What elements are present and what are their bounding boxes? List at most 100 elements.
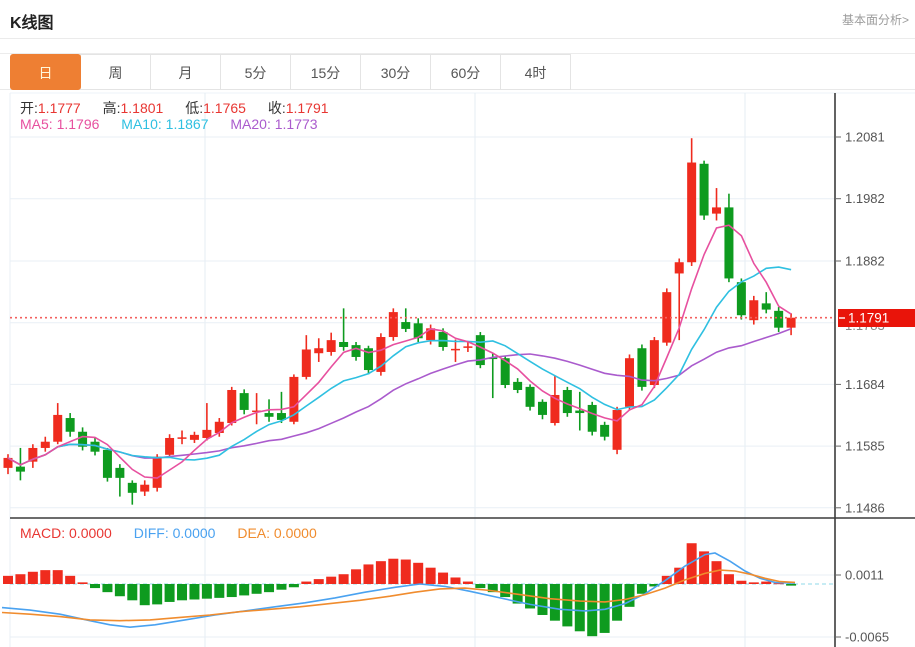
tab-7[interactable]: 4时 [500,54,571,90]
macd-bar [301,581,312,584]
macd-bar [562,584,573,627]
macd-bar [475,584,486,589]
macd-bar [773,583,784,585]
tab-5[interactable]: 30分 [360,54,431,90]
macd-bar [239,584,250,596]
candle-body [736,282,746,316]
macd-bar [699,551,710,584]
candle-body [326,340,336,352]
macd-bar [52,570,63,584]
open-value: 1.1777 [37,100,81,116]
tab-3[interactable]: 5分 [220,54,291,90]
macd-bar [500,584,511,598]
macd-bar [363,564,374,584]
candle-body [351,345,361,357]
macd-bar [114,584,125,597]
tab-4[interactable]: 15分 [290,54,361,90]
candle-body [376,337,386,372]
ohlc-legend: 开:1.1777 高:1.1801 低:1.1765 收:1.1791 [20,98,347,118]
macd-bar [388,558,399,584]
candle-body [314,348,324,354]
ma10-line [7,266,792,466]
candle-body [637,348,647,387]
candle-body [413,323,423,339]
macd-bar [264,584,275,593]
candle-body [28,447,38,462]
candle-body [127,482,137,493]
ma20-label: MA20: [230,116,271,132]
low-label: 低: [185,100,204,116]
candle-body [90,441,100,452]
candle-body [699,163,709,216]
macd-bar [450,577,461,584]
macd-bar [326,576,337,584]
macd-bar [27,571,38,584]
macd-bar [276,584,287,590]
candle-body [227,389,237,424]
candle-body [625,358,634,407]
candle-body [202,429,212,438]
macd-bar [686,543,697,584]
tab-2[interactable]: 月 [150,54,221,90]
macd-bar [288,584,299,588]
candle-body [189,434,199,440]
tab-1[interactable]: 周 [80,54,151,90]
tab-6[interactable]: 60分 [430,54,501,90]
macd-bar [40,570,51,584]
candle-body [363,348,373,371]
ma10-label: MA10: [121,116,162,132]
macd-bar [164,584,175,602]
tab-0[interactable]: 日 [10,54,81,90]
candle-body [426,328,436,341]
candle-body [463,346,473,348]
macd-bar [624,584,635,607]
candle-body [301,349,311,377]
macd-bar [338,574,349,584]
macd-bar [636,584,647,594]
candle-body [252,410,262,413]
candle-body [65,418,75,432]
candle-body [525,386,535,407]
candle-body [500,358,510,386]
candle-body [612,409,622,450]
macd-bar [351,569,362,584]
candle-body [786,317,796,328]
price-badge [838,309,915,327]
macd-legend: MACD: 0.0000 DIFF: 0.0000 DEA: 0.0000 [20,525,335,541]
candle-body [140,484,150,492]
macd-bar [549,584,560,621]
candle-body [15,466,25,472]
dea-value: 0.0000 [273,525,317,541]
candle-body [289,376,299,422]
macd-bar [574,584,585,632]
candle-body [749,300,759,321]
macd-bar [313,579,324,584]
candle-body [276,413,286,420]
candle-body [761,303,771,310]
dea-line [1,569,796,622]
candle-body [264,413,274,417]
macd-bar [15,574,26,584]
main-tick-2-label: 1.1882 [845,254,885,269]
macd-bar [177,584,188,601]
candle-body [53,414,63,442]
macd-bar [649,584,660,587]
macd-bar [77,582,88,584]
macd-bar [438,572,449,584]
candle-body [177,437,187,439]
candle-body [450,348,460,351]
macd-bar [761,581,772,584]
macd-bar [189,584,200,600]
macd-bar [139,584,150,606]
macd-bar [90,584,101,589]
open-label: 开: [20,100,38,116]
ma20-line [7,327,792,466]
macd-bar [226,584,237,598]
macd-bar [65,575,76,584]
diff-value: 0.0000 [172,525,216,541]
ma-legend: MA5: 1.1796 MA10: 1.1867 MA20: 1.1773 [20,116,336,132]
ma5-label: MA5: [20,116,53,132]
macd-bar [413,562,424,584]
fundamental-analysis-link[interactable]: 基本面分析> [841,13,909,27]
